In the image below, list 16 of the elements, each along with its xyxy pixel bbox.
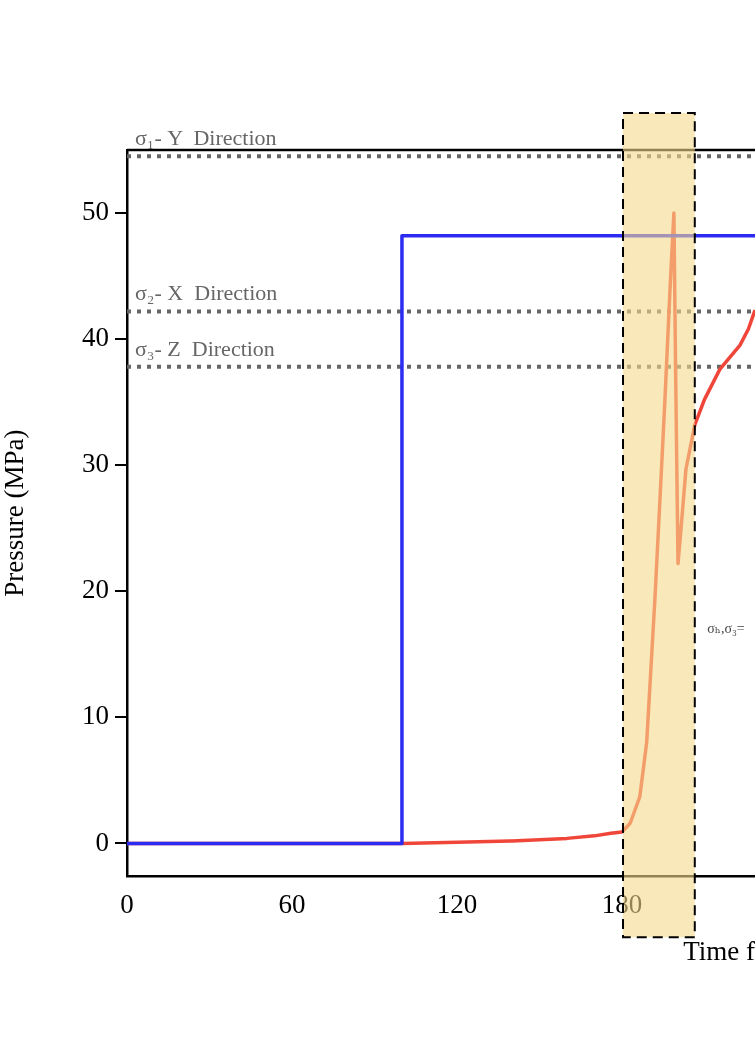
annotation: σₕ,σ₃= [707, 620, 745, 636]
x-tick-label: 180 [601, 889, 643, 920]
y-tick-label: 0 [95, 826, 109, 857]
x-tick-label: 60 [278, 889, 306, 920]
y-tick-label: 40 [82, 322, 109, 353]
y-tick-label: 50 [82, 196, 109, 227]
y-tick-label: 20 [82, 574, 109, 605]
ref-line-label: σ₁- Y Direction [135, 125, 277, 151]
ref-line-label: σ₃- Z Direction [135, 335, 275, 361]
ref-line-label: σ₂- X Direction [135, 280, 278, 306]
x-tick-label: 120 [436, 889, 478, 920]
x-axis-title: Time f [683, 935, 755, 966]
y-tick-label: 30 [82, 448, 109, 479]
x-tick-label: 0 [120, 889, 134, 920]
y-axis-title: Pressure (MPa) [0, 429, 30, 597]
y-tick-label: 10 [82, 700, 109, 731]
